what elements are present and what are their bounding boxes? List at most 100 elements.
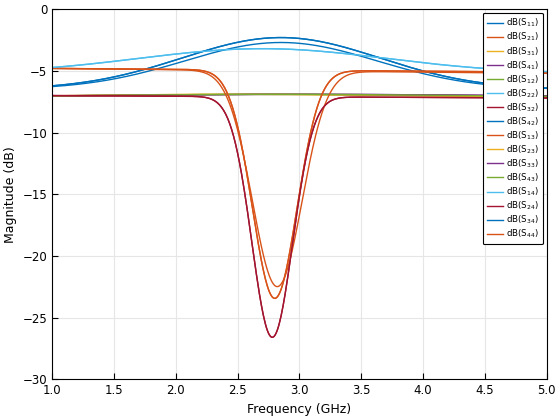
dB(S_{31}) xyxy=(344,92,351,97)
dB(S_{13}) xyxy=(272,296,278,301)
dB(S_{13}) xyxy=(455,69,462,74)
dB(S_{31}) xyxy=(318,92,324,97)
dB(S_{34}) xyxy=(278,35,284,40)
dB(S_{44}) xyxy=(455,70,462,75)
dB(S_{31}) xyxy=(49,93,55,98)
dB(S_{21}) xyxy=(49,66,55,71)
dB(S_{22}) xyxy=(533,69,539,74)
dB(S_{12}) xyxy=(272,92,278,97)
Line: dB(S_{33}): dB(S_{33}) xyxy=(52,94,547,96)
dB(S_{12}) xyxy=(455,93,462,98)
dB(S_{12}) xyxy=(533,94,539,99)
dB(S_{34}) xyxy=(49,83,55,88)
dB(S_{32}) xyxy=(543,95,550,100)
dB(S_{42}) xyxy=(49,84,55,89)
dB(S_{24}) xyxy=(284,273,291,278)
Line: dB(S_{44}): dB(S_{44}) xyxy=(52,68,547,286)
dB(S_{42}) xyxy=(278,40,284,45)
dB(S_{32}) xyxy=(49,93,55,98)
dB(S_{21}) xyxy=(533,69,539,74)
dB(S_{41}) xyxy=(543,93,550,98)
dB(S_{21}) xyxy=(318,95,324,100)
dB(S_{44}) xyxy=(288,253,295,258)
dB(S_{13}) xyxy=(344,69,351,74)
dB(S_{22}) xyxy=(455,64,462,69)
dB(S_{11}) xyxy=(288,35,295,40)
dB(S_{11}) xyxy=(278,35,284,40)
dB(S_{21}) xyxy=(284,258,291,263)
dB(S_{34}) xyxy=(543,85,550,90)
dB(S_{24}) xyxy=(269,335,276,340)
dB(S_{24}) xyxy=(344,95,351,100)
dB(S_{14}) xyxy=(49,65,55,70)
Line: dB(S_{21}): dB(S_{21}) xyxy=(52,68,547,298)
dB(S_{13}) xyxy=(49,66,55,71)
dB(S_{42}) xyxy=(288,40,295,45)
dB(S_{32}) xyxy=(288,252,295,257)
dB(S_{23}) xyxy=(455,94,462,99)
Line: dB(S_{31}): dB(S_{31}) xyxy=(52,94,547,97)
Line: dB(S_{23}): dB(S_{23}) xyxy=(52,94,547,97)
dB(S_{42}) xyxy=(318,44,324,49)
dB(S_{22}) xyxy=(49,65,55,70)
dB(S_{13}) xyxy=(533,69,539,74)
dB(S_{43}) xyxy=(272,92,278,97)
dB(S_{44}) xyxy=(49,66,55,71)
dB(S_{32}) xyxy=(269,335,276,340)
dB(S_{14}) xyxy=(455,64,462,69)
dB(S_{31}) xyxy=(288,92,295,97)
dB(S_{32}) xyxy=(344,95,351,100)
dB(S_{44}) xyxy=(318,114,324,119)
dB(S_{14}) xyxy=(284,47,291,52)
X-axis label: Frequency (GHz): Frequency (GHz) xyxy=(248,403,352,416)
Y-axis label: Magnitude (dB): Magnitude (dB) xyxy=(4,146,17,243)
dB(S_{24}) xyxy=(318,109,324,114)
Line: dB(S_{12}): dB(S_{12}) xyxy=(52,94,547,96)
dB(S_{21}) xyxy=(272,296,278,301)
Line: dB(S_{34}): dB(S_{34}) xyxy=(52,37,547,88)
dB(S_{11}) xyxy=(49,83,55,88)
Line: dB(S_{32}): dB(S_{32}) xyxy=(52,96,547,337)
dB(S_{21}) xyxy=(344,69,351,74)
dB(S_{22}) xyxy=(318,49,324,54)
dB(S_{23}) xyxy=(344,92,351,97)
dB(S_{23}) xyxy=(288,92,295,97)
dB(S_{33}) xyxy=(296,92,302,97)
Line: dB(S_{41}): dB(S_{41}) xyxy=(52,94,547,96)
dB(S_{41}) xyxy=(49,93,55,98)
Line: dB(S_{11}): dB(S_{11}) xyxy=(52,37,547,88)
dB(S_{32}) xyxy=(284,273,291,278)
dB(S_{14}) xyxy=(259,46,265,51)
dB(S_{22}) xyxy=(259,46,265,51)
dB(S_{22}) xyxy=(284,47,291,52)
dB(S_{32}) xyxy=(455,95,462,100)
dB(S_{14}) xyxy=(344,51,351,56)
dB(S_{43}) xyxy=(344,92,351,97)
Line: dB(S_{42}): dB(S_{42}) xyxy=(52,42,547,88)
dB(S_{33}) xyxy=(49,93,55,98)
dB(S_{23}) xyxy=(284,92,291,97)
dB(S_{41}) xyxy=(455,92,462,97)
dB(S_{22}) xyxy=(288,47,295,52)
dB(S_{42}) xyxy=(543,86,550,91)
dB(S_{24}) xyxy=(49,93,55,98)
dB(S_{43}) xyxy=(284,92,291,97)
dB(S_{14}) xyxy=(288,47,295,52)
dB(S_{14}) xyxy=(318,49,324,54)
dB(S_{23}) xyxy=(234,92,241,97)
dB(S_{23}) xyxy=(49,93,55,98)
dB(S_{21}) xyxy=(288,242,295,247)
dB(S_{33}) xyxy=(318,92,324,97)
dB(S_{44}) xyxy=(274,284,281,289)
dB(S_{34}) xyxy=(318,39,324,44)
dB(S_{13}) xyxy=(318,95,324,100)
dB(S_{33}) xyxy=(344,92,351,97)
dB(S_{11}) xyxy=(344,45,351,50)
dB(S_{43}) xyxy=(318,92,324,97)
dB(S_{33}) xyxy=(455,92,462,97)
dB(S_{33}) xyxy=(533,93,539,98)
dB(S_{44}) xyxy=(284,264,291,269)
dB(S_{43}) xyxy=(49,93,55,98)
dB(S_{13}) xyxy=(288,242,295,247)
dB(S_{12}) xyxy=(543,94,550,99)
